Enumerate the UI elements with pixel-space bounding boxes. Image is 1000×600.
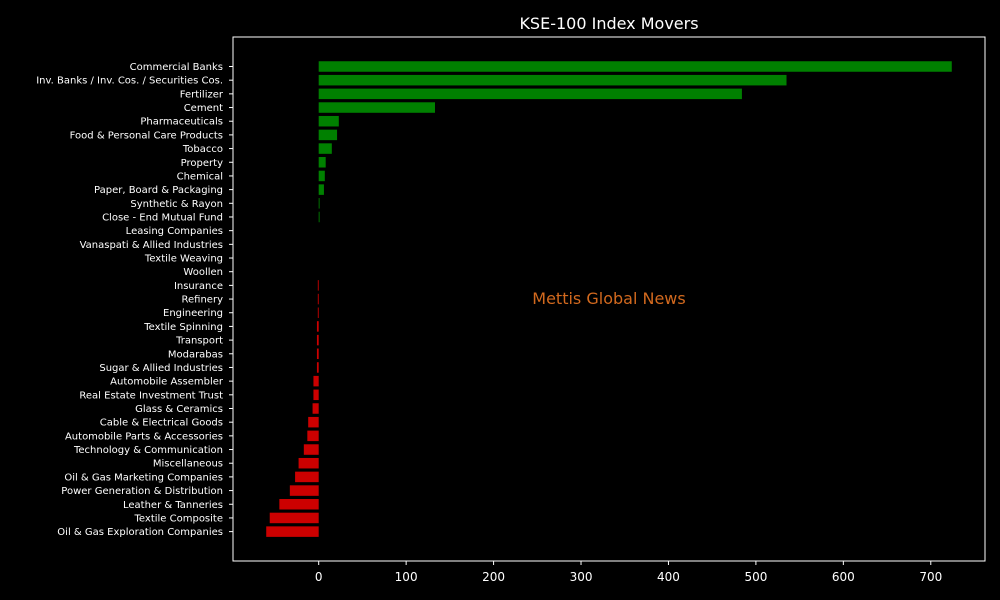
y-tick-label: Modarabas — [168, 349, 223, 360]
y-tick-label: Power Generation & Distribution — [61, 486, 223, 497]
y-tick-label: Glass & Ceramics — [135, 404, 223, 415]
bar-29 — [298, 457, 319, 469]
y-tick-label: Miscellaneous — [153, 459, 223, 470]
x-tick-label: 500 — [744, 570, 767, 584]
bar-25 — [312, 403, 319, 414]
bar-7 — [318, 157, 326, 168]
y-tick-label: Close - End Mutual Fund — [102, 212, 223, 223]
y-tick-label: Technology & Communication — [73, 445, 223, 456]
y-tick-label: Pharmaceuticals — [140, 117, 223, 128]
y-tick-label: Synthetic & Rayon — [130, 199, 223, 210]
x-tick-label: 400 — [657, 570, 680, 584]
y-tick-label: Automobile Parts & Accessories — [65, 431, 223, 442]
y-tick-label: Chemical — [177, 171, 223, 182]
y-tick-label: Sugar & Allied Industries — [99, 363, 223, 374]
bar-16 — [317, 280, 319, 291]
y-tick-label: Tobacco — [182, 144, 223, 155]
y-tick-label: Property — [181, 158, 223, 169]
bar-6 — [318, 143, 332, 154]
y-tick-label: Leather & Tanneries — [123, 500, 223, 511]
y-tick-label: Fertilizer — [180, 89, 224, 100]
chart-title: KSE-100 Index Movers — [519, 14, 698, 33]
bar-2 — [318, 88, 742, 100]
bar-4 — [318, 115, 339, 127]
x-tick-label: 200 — [482, 570, 505, 584]
y-tick-label: Refinery — [182, 295, 224, 306]
bar-11 — [318, 211, 320, 223]
bar-27 — [307, 430, 319, 442]
bar-22 — [316, 362, 319, 373]
bar-33 — [269, 512, 319, 524]
bar-0 — [318, 61, 952, 72]
bar-30 — [295, 471, 319, 483]
y-tick-labels: Commercial Banks Inv. Banks / Inv. Cos. /… — [36, 62, 233, 538]
y-tick-label: Leasing Companies — [126, 226, 223, 237]
bar-8 — [318, 170, 325, 182]
bar-10 — [318, 198, 320, 209]
y-tick-label: Vanaspati & Allied Industries — [80, 240, 223, 251]
y-tick-label: Woollen — [183, 267, 223, 278]
bar-24 — [313, 389, 319, 401]
x-tick-label: 600 — [832, 570, 855, 584]
x-tick-label: 100 — [395, 570, 418, 584]
bar-31 — [289, 485, 319, 496]
bar-19 — [316, 321, 319, 332]
bar-28 — [303, 444, 319, 455]
y-tick-label: Textile Weaving — [144, 254, 223, 265]
y-tick-label: Food & Personal Care Products — [70, 130, 223, 141]
bar-26 — [308, 416, 319, 428]
bar-1 — [318, 74, 787, 86]
x-axis: 0 100 200 300 400 500 600 700 — [315, 561, 942, 584]
bar-21 — [316, 348, 319, 360]
y-tick-label: Cable & Electrical Goods — [100, 418, 223, 429]
y-tick-label: Commercial Banks — [130, 62, 223, 73]
bar-32 — [279, 499, 319, 510]
bar-5 — [318, 129, 338, 141]
y-tick-label: Real Estate Investment Trust — [79, 390, 223, 401]
bar-34 — [266, 526, 319, 537]
y-tick-label: Inv. Banks / Inv. Cos. / Securities Cos. — [36, 76, 223, 87]
y-tick-label: Textile Spinning — [143, 322, 223, 333]
bar-17 — [317, 293, 319, 305]
bar-23 — [313, 375, 319, 387]
y-tick-label: Cement — [184, 103, 223, 114]
y-tick-label: Oil & Gas Exploration Companies — [57, 527, 223, 538]
bar-20 — [316, 334, 319, 346]
bar-3 — [318, 102, 435, 113]
x-tick-label: 700 — [919, 570, 942, 584]
y-tick-label: Paper, Board & Packaging — [94, 185, 223, 196]
bar-18 — [317, 307, 319, 318]
x-tick-label: 0 — [315, 570, 323, 584]
y-tick-label: Automobile Assembler — [110, 377, 224, 388]
watermark-text: Mettis Global News — [532, 289, 685, 308]
y-tick-label: Engineering — [163, 308, 223, 319]
y-tick-label: Transport — [175, 336, 223, 347]
y-tick-label: Oil & Gas Marketing Companies — [64, 472, 223, 483]
x-tick-label: 300 — [570, 570, 593, 584]
y-tick-label: Insurance — [174, 281, 223, 292]
bars-group — [266, 61, 952, 537]
y-tick-label: Textile Composite — [134, 513, 223, 524]
bar-9 — [318, 184, 324, 195]
